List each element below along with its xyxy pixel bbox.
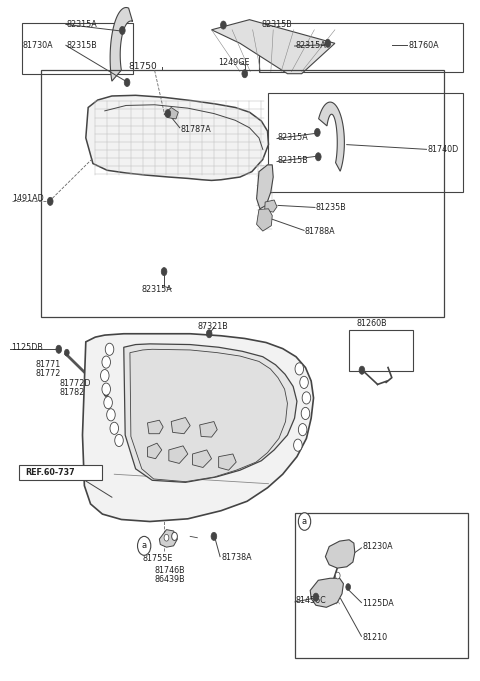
Bar (349, 330, 413, 371)
Circle shape (124, 78, 130, 86)
Text: 81738A: 81738A (221, 554, 252, 563)
Polygon shape (219, 454, 236, 470)
Polygon shape (164, 108, 179, 119)
Circle shape (48, 197, 53, 206)
Polygon shape (86, 95, 268, 180)
Circle shape (299, 424, 307, 436)
Text: REF.60-737: REF.60-737 (25, 469, 75, 477)
Text: 81260B: 81260B (356, 319, 387, 328)
Polygon shape (159, 530, 178, 548)
Circle shape (107, 409, 115, 421)
Text: 81788A: 81788A (305, 227, 336, 236)
Polygon shape (169, 446, 188, 464)
Circle shape (302, 392, 311, 404)
Polygon shape (200, 422, 217, 437)
Polygon shape (130, 349, 288, 481)
Text: a: a (142, 541, 147, 550)
Text: 87321B: 87321B (197, 323, 228, 332)
Circle shape (56, 345, 61, 353)
Circle shape (206, 330, 212, 338)
Text: 81210: 81210 (362, 633, 387, 642)
Circle shape (301, 407, 310, 419)
Polygon shape (257, 165, 273, 209)
Bar (41, 70, 444, 317)
Text: 81740D: 81740D (427, 145, 459, 154)
Circle shape (315, 153, 321, 161)
Text: 81730A: 81730A (23, 41, 53, 50)
Text: 1125DA: 1125DA (362, 599, 394, 608)
Text: 81782: 81782 (60, 388, 85, 397)
Circle shape (105, 343, 114, 355)
Circle shape (172, 533, 178, 541)
Text: 81230A: 81230A (362, 542, 393, 551)
Bar (22, 23, 133, 74)
Text: 81746B: 81746B (155, 566, 185, 575)
Polygon shape (83, 334, 313, 522)
Polygon shape (171, 417, 190, 434)
Text: 81235B: 81235B (316, 203, 347, 212)
Text: 81771: 81771 (35, 360, 60, 369)
Polygon shape (147, 443, 162, 459)
Circle shape (294, 439, 302, 452)
Circle shape (325, 39, 331, 48)
Circle shape (346, 584, 350, 590)
Text: 82315B: 82315B (67, 41, 97, 50)
Text: 1491AD: 1491AD (12, 194, 44, 203)
Circle shape (165, 110, 171, 118)
Text: 81787A: 81787A (180, 125, 212, 133)
Circle shape (314, 129, 320, 136)
Text: 81772D: 81772D (60, 379, 91, 388)
Text: 81772: 81772 (35, 369, 60, 378)
Circle shape (220, 21, 226, 29)
Bar (259, 23, 463, 72)
Polygon shape (110, 7, 132, 81)
Text: 1249GE: 1249GE (219, 58, 250, 67)
Circle shape (64, 349, 69, 356)
Circle shape (104, 396, 112, 409)
Polygon shape (257, 209, 272, 231)
Polygon shape (325, 540, 355, 568)
Polygon shape (124, 344, 297, 482)
Circle shape (211, 533, 217, 541)
Text: 82315A: 82315A (141, 285, 172, 294)
Bar (268, 93, 463, 192)
Text: 82315B: 82315B (261, 20, 292, 29)
Circle shape (336, 572, 340, 579)
Text: 81456C: 81456C (296, 596, 327, 605)
Bar (295, 513, 468, 658)
Text: 1125DB: 1125DB (12, 343, 43, 353)
Polygon shape (264, 200, 277, 212)
Bar (19, 465, 102, 480)
Circle shape (359, 366, 365, 375)
Circle shape (100, 370, 109, 382)
Circle shape (120, 27, 125, 35)
Circle shape (161, 268, 167, 276)
Text: a: a (302, 517, 307, 526)
Text: 81755E: 81755E (143, 554, 173, 563)
Circle shape (110, 422, 119, 434)
Circle shape (115, 434, 123, 447)
Polygon shape (212, 20, 335, 74)
Text: 86439B: 86439B (155, 575, 185, 584)
Circle shape (104, 390, 108, 396)
Polygon shape (310, 578, 343, 607)
Circle shape (102, 383, 110, 395)
Text: 81750: 81750 (129, 63, 157, 72)
Polygon shape (147, 420, 163, 434)
Circle shape (299, 513, 311, 530)
Text: 82315B: 82315B (278, 157, 309, 165)
Circle shape (102, 356, 110, 368)
Text: 82315A: 82315A (67, 20, 97, 29)
Circle shape (164, 535, 169, 541)
Circle shape (300, 377, 308, 388)
Text: 82315A: 82315A (278, 133, 309, 142)
Circle shape (242, 69, 248, 78)
Circle shape (313, 593, 319, 601)
Text: 82315A: 82315A (296, 41, 327, 50)
Polygon shape (192, 450, 212, 467)
Circle shape (137, 537, 151, 555)
Text: 81760A: 81760A (408, 41, 439, 50)
Circle shape (295, 363, 303, 375)
Polygon shape (319, 102, 344, 171)
